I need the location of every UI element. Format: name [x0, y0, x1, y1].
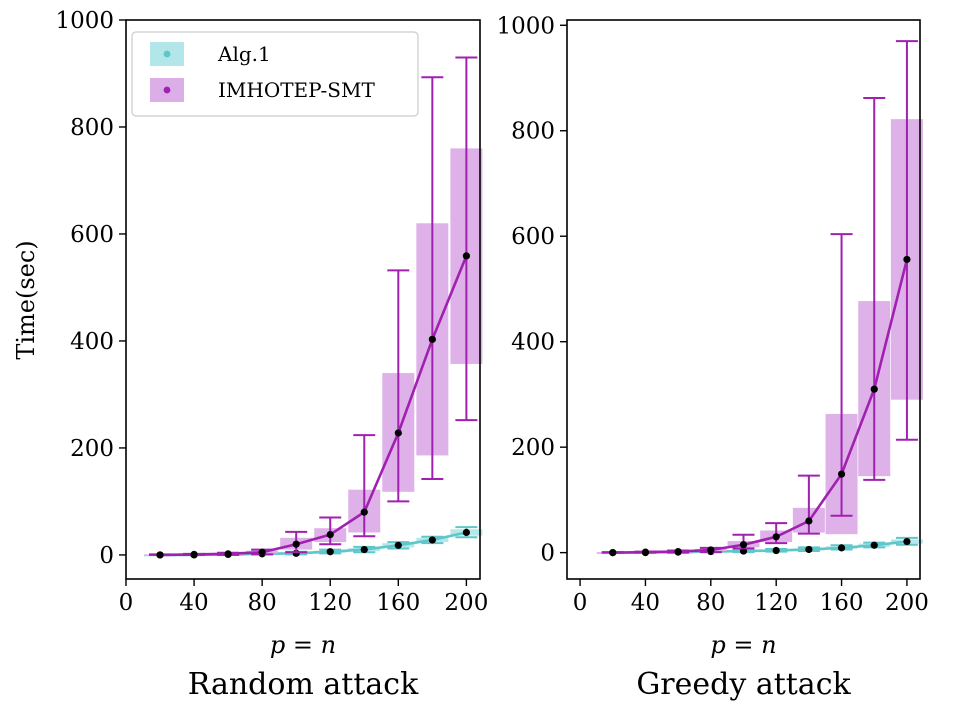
data-point-80: [258, 548, 266, 556]
data-point-20: [609, 549, 617, 557]
data-point-140: [805, 517, 813, 525]
x-tick-label-40: 40: [631, 590, 660, 616]
data-point-20: [156, 551, 164, 559]
y-tick-label-1000: 1000: [496, 13, 555, 39]
x-axis-label: p = n: [710, 631, 776, 659]
y-tick-label-0: 0: [540, 541, 555, 567]
panel-greedy-attack: 0 40 80 120 160 200 0 200 400 600 800 1000 p = n Gree…: [496, 13, 928, 702]
data-point-180: [870, 541, 878, 549]
data-point-120: [326, 548, 334, 556]
x-tick-label-40: 40: [179, 590, 208, 616]
legend-label: IMHOTEP-SMT: [218, 78, 375, 102]
y-tick-label-1000: 1000: [55, 8, 114, 34]
legend-marker: [163, 86, 171, 94]
panel-title: Random attack: [188, 667, 419, 702]
data-point-180: [428, 335, 436, 343]
y-axis-label-group: Time(sec): [12, 240, 40, 359]
x-tick-label-200: 200: [444, 590, 488, 616]
x-tick-label-160: 160: [820, 590, 864, 616]
y-tick-label-200: 200: [70, 436, 114, 462]
data-point-140: [360, 545, 368, 554]
data-point-100: [292, 540, 300, 548]
panel-title: Greedy attack: [636, 667, 851, 702]
series-imhotep-smt: [596, 40, 923, 557]
data-point-180: [870, 385, 878, 393]
mean-line: [612, 259, 909, 554]
series-imhotep-smt: [144, 56, 483, 559]
x-tick-label-160: 160: [376, 590, 420, 616]
y-tick-label-800: 800: [511, 119, 555, 145]
x-tick-label-120: 120: [308, 590, 352, 616]
data-point-60: [674, 547, 682, 556]
plot-area: [144, 56, 483, 559]
y-tick-label-200: 200: [511, 435, 555, 461]
panel-random-attack: 0 40 80 120 160 200 0 200 400 600 800 1000 p = n Rand…: [55, 8, 488, 702]
data-point-140: [360, 508, 368, 516]
legend-item-imhotep-smt: IMHOTEP-SMT: [150, 78, 375, 102]
y-tick-label-600: 600: [70, 222, 114, 248]
x-tick-label-80: 80: [248, 590, 277, 616]
data-point-120: [326, 531, 334, 539]
legend-label: Alg.1: [217, 42, 271, 66]
data-point-40: [190, 550, 198, 558]
data-point-40: [641, 548, 650, 556]
data-point-180: [428, 536, 436, 544]
data-point-160: [837, 544, 846, 552]
data-point-200: [462, 528, 470, 537]
data-point-120: [772, 533, 780, 541]
y-tick-label-400: 400: [511, 330, 555, 356]
plot-frame: [566, 19, 921, 580]
mean-line: [160, 255, 468, 557]
data-point-100: [739, 541, 748, 549]
y-tick-label-800: 800: [70, 115, 114, 141]
x-tick-label-80: 80: [696, 590, 725, 616]
data-point-200: [903, 255, 911, 264]
y-axis-label: Time(sec): [12, 240, 40, 359]
legend-item-alg1: Alg.1: [150, 42, 271, 66]
data-point-80: [707, 546, 715, 554]
plot-frame: [125, 19, 481, 580]
plot-area: [596, 40, 923, 557]
y-tick-label-600: 600: [511, 224, 555, 250]
legend-box: [131, 31, 419, 117]
data-point-60: [224, 550, 232, 558]
x-tick-label-0: 0: [573, 590, 588, 616]
data-point-160: [394, 429, 402, 437]
y-tick-label-400: 400: [70, 329, 114, 355]
y-tick-label-0: 0: [99, 543, 114, 569]
x-axis-label: p = n: [270, 631, 336, 659]
data-point-120: [772, 546, 780, 555]
x-tick-label-0: 0: [119, 590, 134, 616]
data-point-160: [837, 470, 846, 478]
data-point-200: [903, 537, 911, 546]
legend: Alg.1 IMHOTEP-SMT: [131, 31, 419, 117]
data-point-160: [394, 541, 402, 549]
data-point-200: [462, 252, 470, 260]
x-tick-label-200: 200: [885, 590, 929, 616]
mean-line: [160, 531, 467, 557]
data-point-140: [805, 545, 813, 554]
x-tick-label-120: 120: [754, 590, 798, 616]
legend-marker: [163, 50, 171, 58]
